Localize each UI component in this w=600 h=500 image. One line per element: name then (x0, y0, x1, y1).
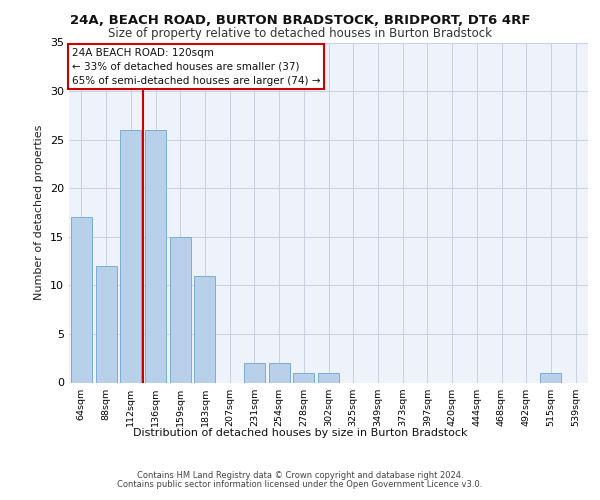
Text: Size of property relative to detached houses in Burton Bradstock: Size of property relative to detached ho… (108, 28, 492, 40)
Bar (194, 276, 215, 382)
Bar (293, 373, 314, 382)
Text: 24A BEACH ROAD: 120sqm
← 33% of detached houses are smaller (37)
65% of semi-det: 24A BEACH ROAD: 120sqm ← 33% of detached… (71, 48, 320, 86)
Bar (269, 363, 290, 382)
Bar (120, 130, 141, 382)
Text: Contains HM Land Registry data © Crown copyright and database right 2024.: Contains HM Land Registry data © Crown c… (137, 471, 463, 480)
Bar (95, 266, 116, 382)
Bar (145, 130, 166, 382)
Text: Contains public sector information licensed under the Open Government Licence v3: Contains public sector information licen… (118, 480, 482, 489)
Y-axis label: Number of detached properties: Number of detached properties (34, 125, 44, 300)
Text: 24A, BEACH ROAD, BURTON BRADSTOCK, BRIDPORT, DT6 4RF: 24A, BEACH ROAD, BURTON BRADSTOCK, BRIDP… (70, 14, 530, 27)
Bar (71, 218, 92, 382)
Bar (318, 373, 339, 382)
Bar (170, 237, 191, 382)
Bar (244, 363, 265, 382)
Text: Distribution of detached houses by size in Burton Bradstock: Distribution of detached houses by size … (133, 428, 467, 438)
Bar (541, 373, 562, 382)
